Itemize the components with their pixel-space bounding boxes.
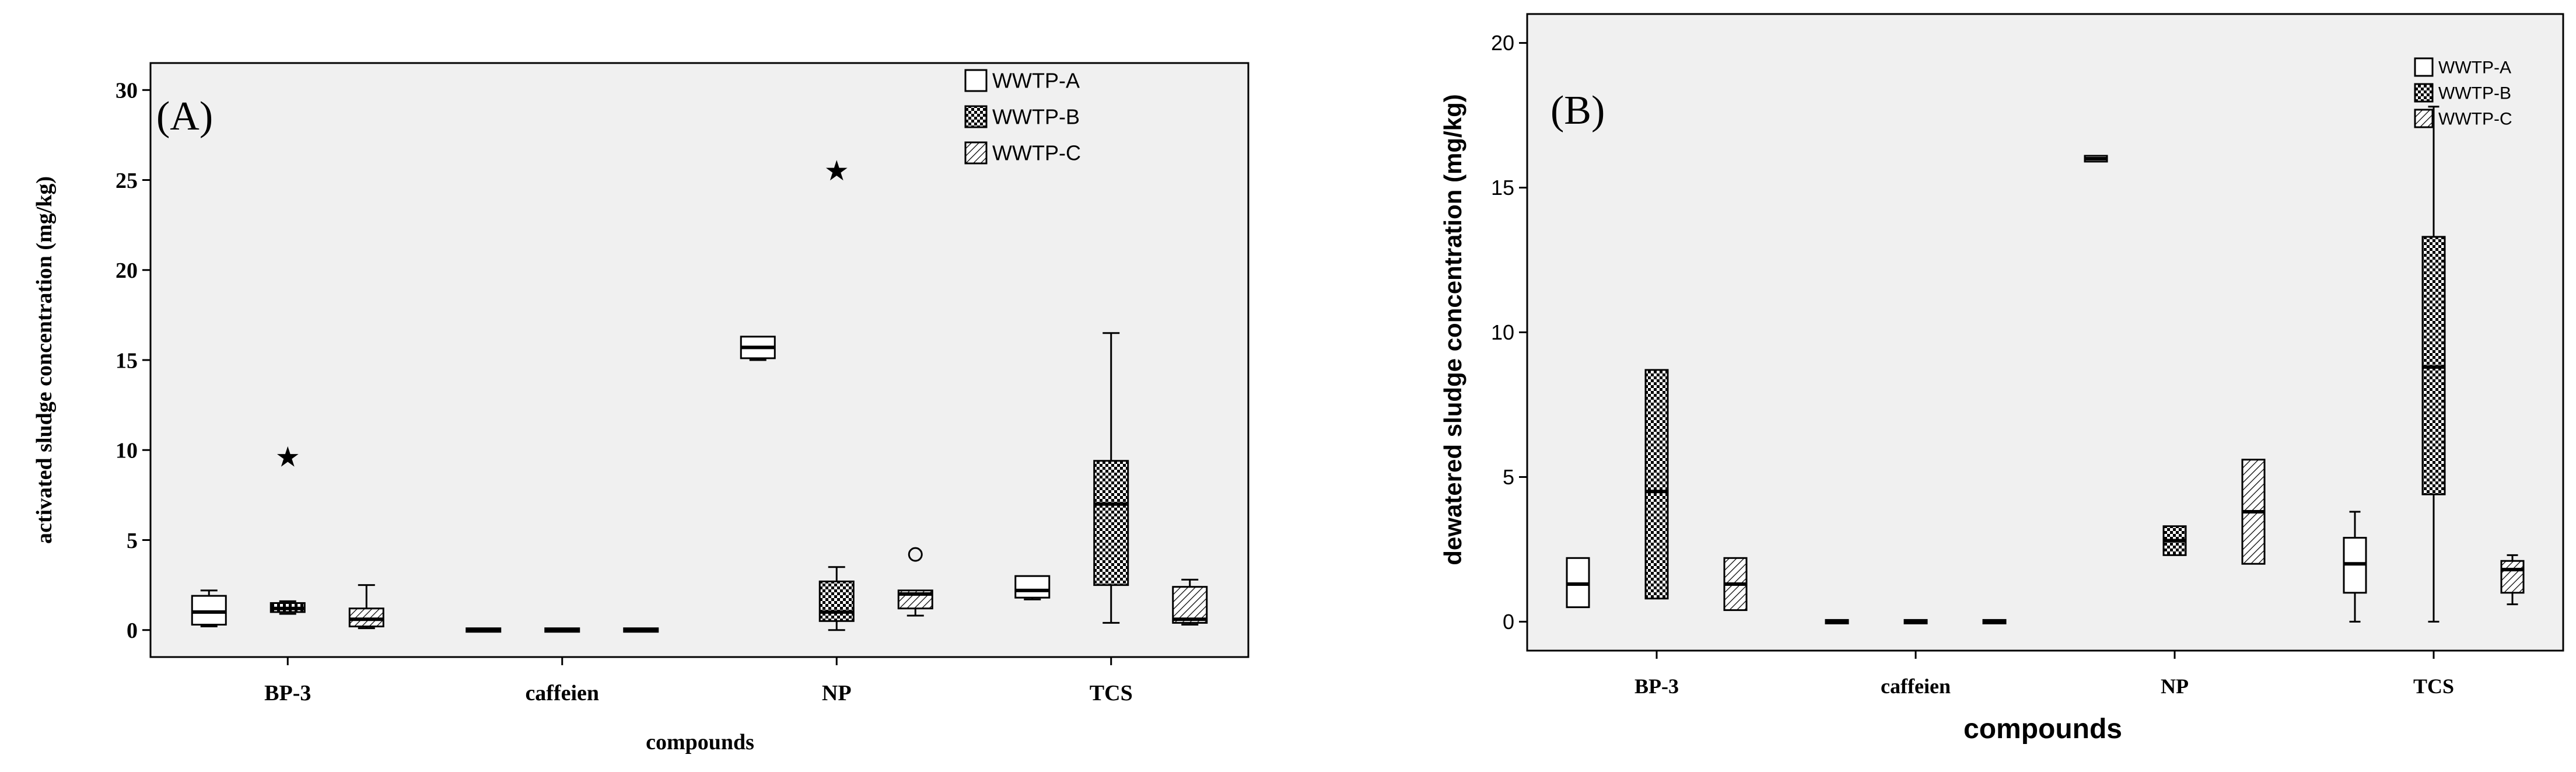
- x-axis-label-a: compounds: [646, 730, 754, 754]
- box-wwtp-b-np: ★: [818, 155, 855, 631]
- y-axis-label-b: dewatered sludge concentration (mg/kg): [1439, 94, 1466, 565]
- box-body: [818, 580, 855, 622]
- y-tick-label: 25: [116, 169, 138, 193]
- plot-area-a: [149, 62, 1250, 658]
- box-wwtp-b-tcs: [1093, 332, 1129, 624]
- box-wwtp-b-np: [2162, 525, 2187, 556]
- box-wwtp-c-tcs: [2500, 554, 2525, 606]
- legend-label: WWTP-A: [992, 69, 1080, 93]
- x-tick-label: NP: [822, 681, 852, 705]
- box-wwtp-a-bp-3: [191, 589, 227, 628]
- box-wwtp-b-bp-3: [1644, 369, 1669, 600]
- box-wwtp-c-bp-3: [348, 584, 384, 630]
- x-ticks-a: BP-3 caffeien NP TCS: [264, 657, 1133, 705]
- box-wwtp-a-bp-3: [1566, 557, 1590, 609]
- box-wwtp-c-np: [897, 547, 933, 617]
- x-tick-label: caffeien: [1881, 675, 1951, 698]
- legend-label: WWTP-C: [992, 141, 1081, 165]
- box-body: [1172, 586, 1208, 624]
- legend-b: WWTP-A WWTP-B WWTP-C: [2414, 57, 2512, 129]
- box-wwtp-a-np: [740, 336, 776, 361]
- plot-area-b: [1526, 13, 2564, 652]
- outlier-star: ★: [824, 155, 849, 187]
- y-ticks-a: 0 5 10 15 20 25 30: [116, 79, 150, 643]
- y-tick-label: 30: [116, 79, 138, 103]
- y-ticks-b: 0 5 10 15 20: [1491, 31, 1527, 634]
- x-tick-label: BP-3: [264, 681, 311, 705]
- y-axis-label-a: activated sludge concentration (mg/kg): [32, 176, 57, 544]
- legend-label: WWTP-B: [2438, 84, 2511, 103]
- y-tick-label: 20: [1491, 31, 1514, 55]
- box-wwtp-c-bp-3: [1723, 557, 1748, 612]
- y-tick-label: 0: [127, 619, 138, 643]
- legend-a: WWTP-A WWTP-B WWTP-C: [964, 69, 1081, 165]
- panel-b: 0 5 10 15 20 BP-3 caffeien NP TCS (B) compounds…: [1439, 13, 2564, 745]
- outlier-circle: [908, 547, 923, 562]
- y-tick-label: 5: [1503, 465, 1514, 489]
- box-wwtp-b-bp-3: ★: [270, 441, 306, 615]
- x-tick-label: TCS: [1090, 681, 1133, 705]
- x-tick-label: BP-3: [1634, 675, 1679, 698]
- y-tick-label: 10: [116, 439, 138, 463]
- x-ticks-b: BP-3 caffeien NP TCS: [1634, 651, 2454, 698]
- x-tick-label: TCS: [2413, 675, 2454, 698]
- box-wwtp-c-tcs: [1172, 578, 1208, 626]
- panel-label-a: (A): [156, 94, 213, 139]
- legend-label: WWTP-A: [2438, 58, 2511, 78]
- y-tick-label: 10: [1491, 320, 1514, 344]
- legend-swatch: [2414, 83, 2434, 103]
- legend-swatch: [964, 141, 988, 165]
- box-wwtp-a-caffeien: [466, 627, 502, 633]
- box-wwtp-a-caffeien: [1825, 619, 1849, 624]
- box-wwtp-c-caffeien: [623, 627, 659, 633]
- y-tick-label: 5: [127, 529, 138, 553]
- box-wwtp-a-tcs: [1014, 575, 1051, 600]
- legend-swatch: [2414, 109, 2434, 128]
- box-body: [348, 607, 384, 628]
- box-wwtp-c-caffeien: [1982, 619, 2007, 624]
- box-wwtp-a-tcs: [2343, 511, 2367, 623]
- box-wwtp-b-caffeien: [1903, 619, 1928, 624]
- box-body: [191, 595, 227, 626]
- boxes-b: [1566, 106, 2525, 624]
- x-tick-label: NP: [2161, 675, 2189, 698]
- box-wwtp-b-tcs: [2421, 106, 2446, 623]
- legend-swatch: [2414, 57, 2434, 77]
- panel-label-b: (B): [1550, 88, 1605, 133]
- box-body: [1014, 575, 1051, 599]
- outlier-star: ★: [275, 441, 300, 474]
- legend-swatch: [964, 69, 988, 92]
- box-body: [2500, 560, 2525, 594]
- box-body: [1644, 369, 1669, 600]
- y-tick-label: 0: [1503, 610, 1514, 634]
- y-tick-label: 15: [1491, 176, 1514, 200]
- box-wwtp-a-np: [2084, 155, 2108, 163]
- box-wwtp-b-caffeien: [544, 627, 580, 633]
- y-tick-label: 15: [116, 348, 138, 373]
- x-tick-label: caffeien: [525, 681, 599, 705]
- legend-label: WWTP-B: [992, 105, 1080, 129]
- box-wwtp-c-np: [2241, 459, 2266, 565]
- boxes-a: ★★: [191, 155, 1208, 633]
- x-axis-label-b: compounds: [1964, 714, 2122, 745]
- box-body: [1093, 460, 1129, 586]
- legend-swatch: [964, 105, 988, 128]
- y-tick-label: 20: [116, 259, 138, 283]
- legend-label: WWTP-C: [2438, 110, 2512, 129]
